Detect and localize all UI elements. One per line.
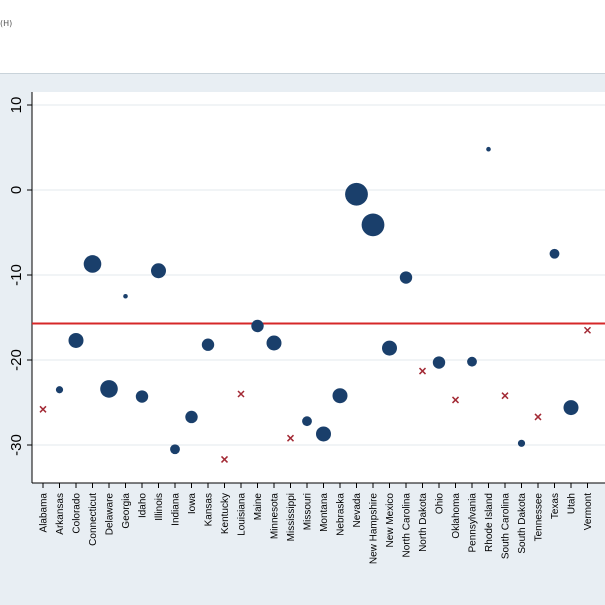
data-point-cross [451, 396, 460, 404]
x-tick-label: Nebraska [336, 493, 347, 536]
data-point-cross [286, 434, 295, 442]
plot-area [32, 92, 605, 483]
data-point [517, 439, 526, 447]
menu-fragment[interactable]: (H) [0, 19, 13, 28]
data-point-cross [220, 455, 229, 463]
data-point [316, 426, 331, 442]
x-tick-label: Texas [550, 493, 561, 519]
x-tick-label: Utah [567, 493, 578, 514]
x-tick-label: Arkansas [55, 493, 66, 535]
data-point [251, 319, 264, 333]
data-point [266, 335, 282, 351]
x-tick-label: North Dakota [418, 493, 429, 552]
data-point [467, 356, 477, 367]
data-point [332, 388, 348, 404]
x-tick-label: Iowa [187, 493, 198, 515]
x-tick-label: Maine [253, 493, 264, 521]
y-tick-label: -30 [8, 434, 25, 456]
data-point [486, 146, 491, 152]
x-tick-label: Georgia [121, 493, 132, 529]
data-point [345, 182, 368, 206]
x-tick-label: South Dakota [517, 493, 528, 554]
x-tick-label: Indiana [171, 493, 182, 526]
data-point-cross [39, 405, 47, 413]
x-tick-label: Nevada [352, 493, 363, 528]
data-point [302, 416, 312, 427]
y-tick-label: -20 [8, 349, 25, 371]
x-axis-ticks: Alabama Arkansas Colorado Connecticut Delawa… [39, 483, 594, 565]
x-tick-label: Louisiana [237, 493, 248, 536]
x-tick-label: Connecticut [88, 493, 99, 546]
y-tick-label: -10 [8, 264, 25, 286]
x-tick-label: Alabama [39, 493, 50, 533]
x-tick-label: Pennsylvania [468, 493, 479, 553]
data-point [100, 380, 118, 398]
y-axis-ticks: 10 0 -10 -20 -30 [8, 97, 32, 456]
data-point-cross [418, 367, 427, 375]
data-point [563, 400, 579, 416]
y-tick-label: 0 [8, 186, 25, 194]
window-top-area: (H) [0, 0, 605, 73]
data-point [382, 340, 397, 356]
x-tick-label: South Carolina [501, 493, 512, 560]
x-tick-label: Montana [319, 493, 330, 532]
data-point [170, 444, 180, 455]
data-point [83, 255, 102, 273]
data-point [201, 338, 215, 351]
grid-lines [32, 104, 605, 446]
x-tick-label: Mississippi [286, 493, 297, 541]
x-tick-label: Colorado [72, 493, 83, 534]
x-tick-label: New Mexico [385, 493, 396, 548]
data-points [39, 146, 592, 463]
data-point [123, 293, 128, 299]
x-tick-label: Ohio [435, 493, 446, 515]
x-tick-label: Oklahoma [451, 493, 462, 539]
data-point-cross [237, 390, 245, 398]
data-point [55, 386, 64, 394]
x-tick-label: North Carolina [402, 493, 413, 558]
data-point [361, 213, 385, 237]
x-tick-label: Illinois [154, 493, 165, 521]
data-point [549, 248, 560, 259]
data-point [185, 410, 198, 424]
data-point [399, 271, 413, 284]
x-tick-label: Kentucky [220, 493, 231, 534]
x-tick-label: Missouri [303, 493, 314, 530]
x-tick-label: Tennessee [534, 493, 545, 542]
data-point [151, 263, 166, 279]
x-tick-label: Vermont [583, 493, 594, 530]
x-tick-label: Kansas [204, 493, 215, 526]
x-tick-label: Minnesota [270, 493, 281, 540]
x-tick-label: New Hampshire [369, 493, 380, 565]
data-point-cross [583, 326, 592, 334]
data-point [68, 332, 84, 348]
data-point-cross [501, 392, 509, 400]
x-tick-label: Delaware [105, 493, 116, 536]
toolbar-divider [0, 73, 605, 74]
x-tick-label: Idaho [138, 493, 149, 518]
data-point [432, 356, 446, 369]
scatter-chart: 10 0 -10 -20 -30 Alabama Arkansas Colorado Conn… [8, 92, 605, 565]
y-tick-label: 10 [8, 97, 25, 114]
x-tick-label: Rhode Island [484, 493, 495, 552]
data-point-cross [534, 413, 542, 421]
data-point [135, 390, 149, 403]
